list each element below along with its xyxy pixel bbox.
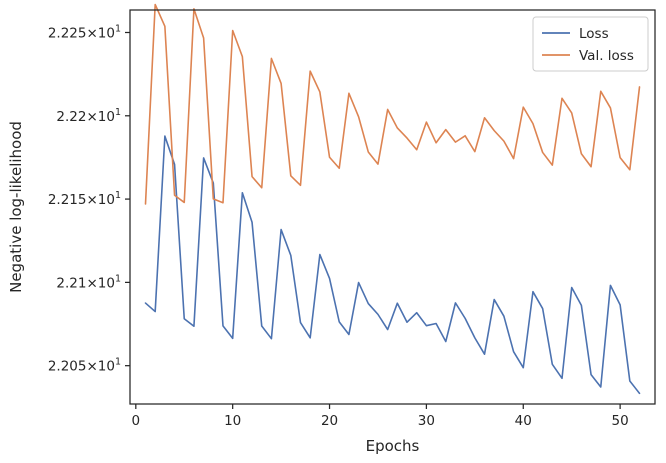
x-axis-title: Epochs <box>366 437 420 455</box>
legend-label-0: Loss <box>579 26 609 42</box>
series-line-1 <box>144 3 641 205</box>
legend-label-1: Val. loss <box>579 48 634 64</box>
y-axis-title: Negative log-likelihood <box>7 121 25 293</box>
legend-box <box>532 16 649 72</box>
y-tick-label: 2.22×101 <box>56 107 121 125</box>
x-tick-label: 20 <box>321 413 338 429</box>
y-tick-label: 2.225×101 <box>48 23 121 41</box>
x-tick-label: 10 <box>224 413 241 429</box>
y-tick-label: 2.21×101 <box>56 273 121 291</box>
y-tick-label: 2.215×101 <box>48 190 121 208</box>
x-tick-label: 30 <box>418 413 435 429</box>
y-axis: 2.205×101 2.21×101 2.215×101 2.22×101 2.225×… <box>48 23 130 375</box>
x-tick-label: 50 <box>612 413 629 429</box>
series-line-0 <box>144 135 641 395</box>
x-axis: 0 10 20 30 40 50 <box>132 404 629 429</box>
x-tick-label: 0 <box>132 413 141 429</box>
x-tick-label: 40 <box>515 413 532 429</box>
plot-frame <box>129 9 656 405</box>
legend: Loss Val. loss <box>532 16 649 72</box>
y-tick-label: 2.205×101 <box>48 357 121 375</box>
series-layer <box>144 3 641 395</box>
